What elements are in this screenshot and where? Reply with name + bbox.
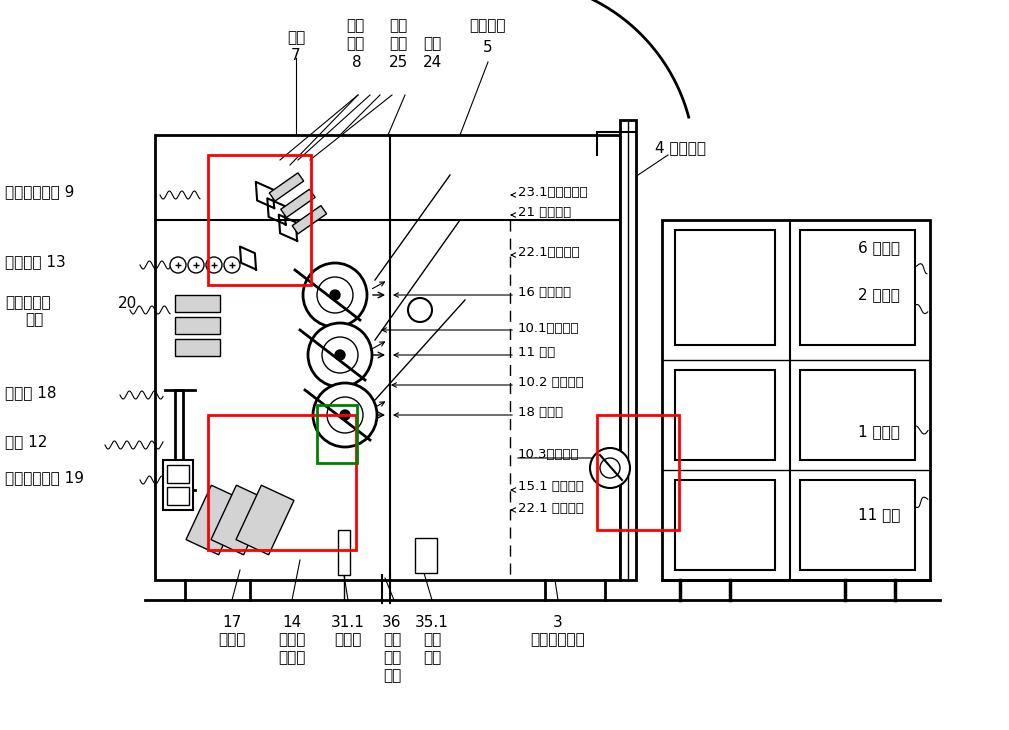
Circle shape [188, 257, 204, 273]
Text: 35.1: 35.1 [415, 615, 449, 630]
Text: 7: 7 [292, 48, 301, 63]
Text: 18 筒支架: 18 筒支架 [518, 407, 563, 420]
Text: 料装置: 料装置 [278, 650, 306, 665]
Text: 11 纱线: 11 纱线 [858, 507, 900, 523]
Circle shape [322, 337, 358, 373]
Text: 变形: 变形 [346, 18, 364, 33]
Text: 24: 24 [423, 55, 442, 70]
Bar [675, 480, 775, 570]
Polygon shape [293, 206, 327, 234]
Bar [675, 370, 775, 460]
Bar [800, 230, 915, 345]
Bar [175, 390, 183, 490]
Text: 10.1卷绕装置: 10.1卷绕装置 [518, 321, 579, 334]
Bar [175, 339, 220, 356]
Text: 23.1调节喷射器: 23.1调节喷射器 [518, 185, 587, 199]
Bar [163, 460, 193, 510]
Text: 装置: 装置 [423, 650, 441, 665]
Circle shape [170, 257, 186, 273]
Circle shape [600, 458, 620, 478]
Text: 16 吸砂装置: 16 吸砂装置 [518, 285, 571, 299]
Bar [155, 135, 620, 580]
Bar [800, 480, 915, 570]
Text: 22.1 辅助装置: 22.1 辅助装置 [518, 502, 584, 515]
Text: 定形供: 定形供 [278, 632, 306, 647]
Text: 31.1: 31.1 [331, 615, 365, 630]
Text: 冷却装置: 冷却装置 [470, 18, 507, 33]
Bar [338, 530, 350, 575]
Text: 预定形输送: 预定形输送 [5, 296, 50, 310]
Text: 空气: 空气 [382, 650, 402, 665]
Circle shape [408, 298, 432, 322]
Circle shape [303, 263, 367, 327]
Text: 25: 25 [388, 55, 408, 70]
Circle shape [313, 383, 377, 447]
Text: 15.1 输送装置: 15.1 输送装置 [518, 480, 584, 493]
Bar [208, 415, 356, 550]
Text: 定形加热装置 19: 定形加热装置 19 [5, 471, 84, 485]
Text: 14: 14 [283, 615, 302, 630]
Text: 供料轴: 供料轴 [334, 632, 361, 647]
Text: 摩擦辊: 摩擦辊 [218, 632, 245, 647]
Bar [317, 405, 357, 463]
Text: 1 给纱点: 1 给纱点 [858, 425, 900, 439]
Text: 8: 8 [352, 55, 362, 70]
Text: 机架: 机架 [287, 30, 305, 45]
Circle shape [206, 257, 222, 273]
Bar [800, 370, 915, 460]
Bar [620, 120, 636, 580]
Circle shape [335, 350, 345, 360]
Text: 拉伸输送装置 9: 拉伸输送装置 9 [5, 185, 75, 199]
Bar [236, 485, 294, 555]
Text: 6 筒子架: 6 筒子架 [858, 240, 900, 256]
Circle shape [330, 290, 340, 300]
Text: 装置: 装置 [25, 312, 43, 328]
Bar [167, 487, 189, 505]
Text: 10.2 卷绕装置: 10.2 卷绕装置 [518, 377, 584, 390]
Text: 22.1辅助装置: 22.1辅助装置 [518, 245, 579, 258]
Bar [186, 485, 244, 555]
Text: 装置: 装置 [346, 36, 364, 51]
Text: 36: 36 [382, 615, 402, 630]
Text: 牵拉供料装置: 牵拉供料装置 [531, 632, 585, 647]
Circle shape [308, 323, 372, 387]
Bar [597, 415, 679, 530]
Text: 2 给纱筒: 2 给纱筒 [858, 288, 900, 302]
Text: 17: 17 [222, 615, 241, 630]
Text: 21 操作通道: 21 操作通道 [518, 207, 571, 220]
Circle shape [590, 448, 630, 488]
Text: 压力: 压力 [388, 18, 407, 33]
Bar [675, 230, 775, 345]
Bar [175, 317, 220, 334]
Bar [167, 465, 189, 483]
Bar [662, 220, 930, 580]
Bar [208, 155, 311, 285]
Text: 3: 3 [553, 615, 563, 630]
Circle shape [224, 257, 240, 273]
Bar [415, 538, 437, 573]
Circle shape [317, 277, 353, 313]
Text: 管道: 管道 [382, 668, 402, 683]
Text: 4 加热装置: 4 加热装置 [655, 140, 706, 155]
Bar [175, 295, 220, 312]
Circle shape [327, 397, 363, 433]
Text: 压缩: 压缩 [382, 632, 402, 647]
Text: 20: 20 [118, 296, 137, 310]
Text: 管道: 管道 [423, 36, 441, 51]
Polygon shape [281, 189, 315, 218]
Circle shape [340, 410, 350, 420]
Text: 控制: 控制 [423, 632, 441, 647]
Text: 管道: 管道 [388, 36, 407, 51]
Text: 5: 5 [483, 40, 492, 55]
Text: 11 纱线: 11 纱线 [518, 345, 555, 358]
Text: 蜗旋装置 13: 蜗旋装置 13 [5, 255, 66, 269]
Text: 纱筒 12: 纱筒 12 [5, 434, 47, 450]
Text: 10.3卷绕装置: 10.3卷绕装置 [518, 448, 579, 461]
Bar [211, 485, 269, 555]
Polygon shape [269, 173, 304, 201]
Text: 筒支架 18: 筒支架 18 [5, 385, 57, 401]
